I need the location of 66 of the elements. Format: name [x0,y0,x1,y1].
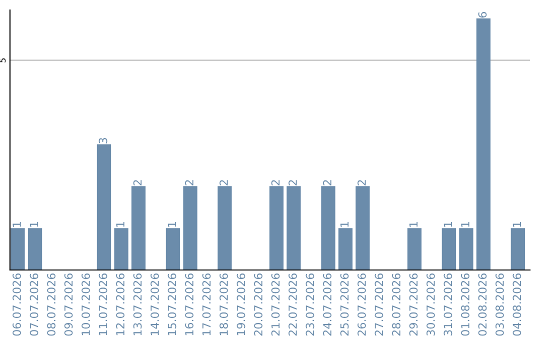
x-tick-label: 31.07.2026 [444,273,452,336]
data-label: 6 [478,12,487,18]
bar [321,186,336,270]
x-tick-label: 30.07.2026 [426,273,435,336]
x-tick-label: 08.07.2026 [47,273,56,336]
x-tick-label: 28.07.2026 [392,273,400,336]
data-label: 1 [461,222,470,227]
bar [338,228,353,270]
x-tick-label: 14.07.2026 [150,273,159,336]
bar [28,228,42,270]
bar [269,186,284,270]
bar [476,18,491,270]
data-label: 1 [168,222,176,227]
x-tick-label: 17.07.2026 [202,273,211,336]
x-tick-label: 04.08.2026 [512,273,522,336]
bar [510,228,525,270]
x-tick-label: 20.07.2026 [254,273,262,336]
x-tick-label: 22.07.2026 [288,273,297,336]
bar [183,186,198,270]
data-label: 1 [30,222,38,227]
x-tick-label: 16.07.2026 [185,273,194,336]
x-tick-label: 12.07.2026 [116,273,124,336]
x-tick-label: 02.08.2026 [478,273,487,336]
x-tick-label: 26.07.2026 [358,273,366,336]
data-label: 2 [220,180,228,186]
bar [131,186,146,270]
x-tick-label: 11.07.2026 [98,273,108,336]
data-label: 1 [512,222,521,227]
x-tick-label: 07.07.2026 [30,273,38,336]
x-tick-label: 10.07.2026 [82,273,90,336]
x-tick-label: 27.07.2026 [374,273,384,336]
x-tick-label: 25.07.2026 [340,273,349,336]
data-label: 3 [98,138,108,144]
x-tick-label: 19.07.2026 [236,273,246,336]
bar [286,186,301,270]
x-tick-label: 29.07.2026 [409,273,418,336]
x-tick-label: 21.07.2026 [271,273,280,336]
x-tick-label: 23.07.2026 [306,273,314,336]
x-tick-label: 06.07.2026 [12,273,21,336]
bar [459,228,474,270]
data-label: 2 [133,180,142,186]
data-label: 2 [288,180,297,186]
x-tick-label: 01.08.2026 [461,273,470,336]
data-label: 1 [116,222,124,227]
data-label: 1 [12,222,21,227]
data-label: 1 [340,222,349,227]
x-tick-label: 18.07.2026 [220,273,228,336]
bar [96,144,112,270]
data-label: 2 [271,180,280,186]
x-tick-label: 24.07.2026 [323,273,332,336]
x-tick-label: 09.07.2026 [64,273,73,336]
x-tick-label: 15.07.2026 [168,273,176,336]
data-label: 2 [323,180,332,186]
x-tick-label: 03.08.2026 [496,273,504,336]
data-label: 2 [358,180,366,186]
bar [114,228,128,270]
data-label: 1 [444,222,452,227]
bar [356,186,370,270]
bar [442,228,456,270]
bar [218,186,232,270]
data-label: 2 [185,180,194,186]
x-tick-label: 13.07.2026 [133,273,142,336]
bar [10,228,25,270]
bar [166,228,180,270]
data-label: 1 [409,222,418,227]
bar [407,228,422,270]
